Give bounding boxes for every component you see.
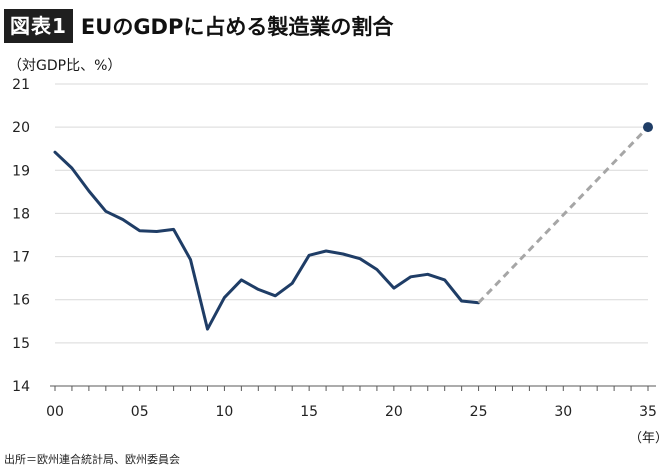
- unit-label: （対GDP比、%）: [8, 58, 122, 74]
- x-tick-label: 35: [639, 404, 657, 420]
- series-line-actual: [53, 150, 481, 331]
- x-tick-label: 15: [300, 404, 318, 420]
- series-lines: [53, 122, 653, 331]
- y-tick-label: 18: [12, 206, 30, 222]
- x-tick-label: 25: [470, 404, 488, 420]
- gridlines: [55, 83, 648, 344]
- x-tick-label: 20: [385, 404, 403, 420]
- y-tick-label: 16: [12, 293, 30, 309]
- y-tick-label: 20: [12, 120, 30, 136]
- series-line-dashed: [477, 126, 650, 304]
- y-tick-labels: 14 15 16 17 18 19 20 21: [12, 77, 30, 395]
- y-tick-label: 17: [12, 250, 30, 266]
- x-tick-label: 05: [131, 404, 149, 420]
- header: 図表1 EUのGDPに占める製造業の割合: [4, 8, 393, 44]
- x-unit-label: （年）: [629, 431, 669, 446]
- y-tick-label: 19: [12, 163, 30, 179]
- x-axis: [50, 385, 656, 391]
- x-tick-label: 00: [46, 404, 64, 420]
- y-tick-label: 15: [12, 336, 30, 352]
- x-tick-labels: 00 05 10 15 20 25 30 35: [46, 404, 657, 420]
- x-tick-label: 10: [216, 404, 234, 420]
- y-tick-label: 14: [12, 379, 30, 395]
- chart-title: EUのGDPに占める製造業の割合: [80, 15, 394, 39]
- target-point: [643, 122, 653, 133]
- figure-badge: 図表1: [4, 9, 73, 43]
- source-note: 出所＝欧州連合統計局、欧州委員会: [4, 453, 180, 466]
- x-tick-label: 30: [554, 404, 572, 420]
- y-tick-label: 21: [12, 77, 30, 93]
